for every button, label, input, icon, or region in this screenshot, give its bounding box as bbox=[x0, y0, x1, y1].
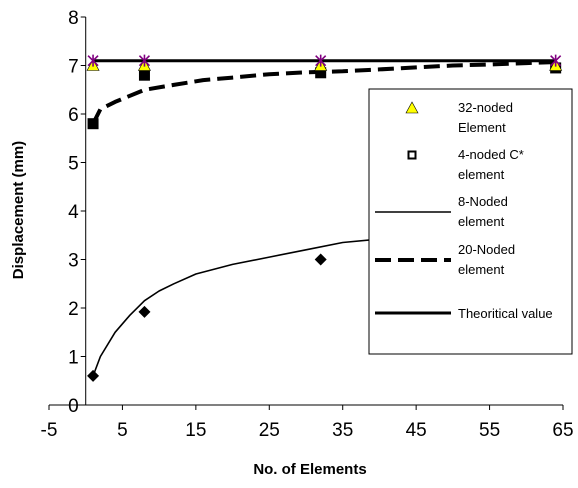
legend-label: element bbox=[458, 214, 505, 229]
series-line bbox=[91, 60, 556, 125]
data-point bbox=[138, 305, 151, 318]
data-point bbox=[314, 253, 327, 266]
legend-box bbox=[368, 88, 573, 355]
legend-label: element bbox=[458, 262, 505, 277]
legend-label: 8-Noded bbox=[458, 194, 508, 209]
data-point bbox=[87, 54, 99, 67]
y-tick-label: 8 bbox=[68, 8, 79, 29]
data-point bbox=[315, 54, 327, 67]
data-point bbox=[87, 118, 99, 130]
data-point bbox=[138, 69, 150, 81]
data-point bbox=[315, 67, 327, 79]
y-tick-label: 0 bbox=[68, 396, 79, 417]
y-axis-title: Displacement (mm) bbox=[10, 141, 27, 279]
y-tick-label: 3 bbox=[68, 251, 79, 272]
legend-label: Element bbox=[458, 120, 506, 135]
x-tick-label: 5 bbox=[117, 420, 128, 441]
legend-label: Theoritical value bbox=[458, 306, 553, 321]
legend-label: element bbox=[458, 167, 505, 182]
data-point bbox=[550, 54, 562, 67]
x-axis-title: No. of Elements bbox=[253, 461, 366, 478]
x-tick-label: 45 bbox=[406, 420, 427, 441]
legend-label: 32-noded bbox=[458, 100, 513, 115]
series-layer bbox=[86, 54, 563, 382]
y-tick-label: 1 bbox=[68, 348, 79, 369]
y-tick-label: 7 bbox=[68, 57, 79, 78]
x-tick-label: 55 bbox=[479, 420, 500, 441]
x-tick-label: 15 bbox=[185, 420, 206, 441]
data-point bbox=[87, 369, 100, 382]
x-tick-label: 25 bbox=[259, 420, 280, 441]
y-tick-label: 6 bbox=[68, 105, 79, 126]
x-tick-label: -5 bbox=[41, 420, 58, 441]
y-tick-label: 4 bbox=[68, 202, 79, 223]
legend-swatch bbox=[407, 150, 417, 160]
legend-swatch bbox=[405, 101, 419, 114]
legend-label: 20-Noded bbox=[458, 242, 515, 257]
series-line bbox=[92, 234, 417, 377]
legend-label: 4-noded C* bbox=[458, 147, 524, 162]
y-tick-label: 5 bbox=[68, 154, 79, 175]
x-tick-label: 35 bbox=[332, 420, 353, 441]
y-tick-label: 2 bbox=[68, 299, 79, 320]
data-point bbox=[138, 54, 151, 67]
x-tick-label: 65 bbox=[552, 420, 573, 441]
legend: 32-noded Element 4-noded C* element 8-Noded e… bbox=[368, 88, 573, 355]
